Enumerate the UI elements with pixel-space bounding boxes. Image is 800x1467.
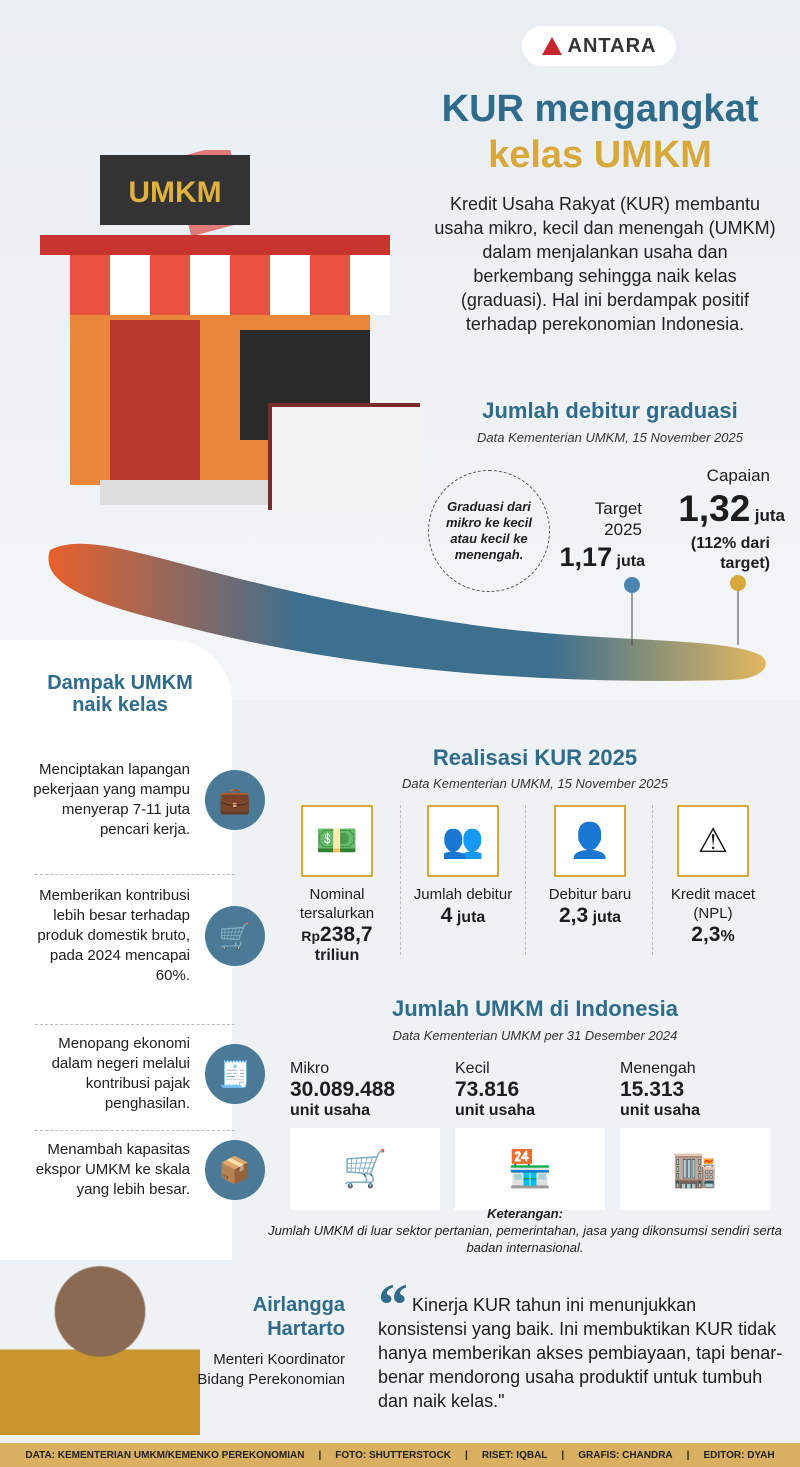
speaker-photo: [0, 1245, 200, 1435]
speaker-role: Menteri Koordinator Bidang Perekonomian: [197, 1351, 345, 1388]
credit-editor: EDITOR: DYAH: [703, 1449, 775, 1461]
antara-logo-mark-icon: [541, 37, 562, 55]
divider: [35, 874, 235, 875]
umkm-unit: unit usaha: [620, 1102, 701, 1119]
warning-chart-icon: ⚠: [677, 805, 749, 877]
intro-text: Kredit Usaha Rakyat (KUR) membantu usaha…: [434, 194, 776, 334]
briefcase-icon: 💼: [205, 770, 265, 830]
impact-item: Menopang ekonomi dalam negeri melalui ko…: [20, 1034, 265, 1114]
kur-value: Rp238,7 triliun: [301, 923, 373, 964]
umkm-label: Mikro: [290, 1060, 330, 1077]
dampak-panel: [0, 640, 232, 1260]
umkm-label: Menengah: [620, 1060, 696, 1077]
umkm-unit: unit usaha: [455, 1102, 536, 1119]
antara-logo: ANTARA: [522, 26, 676, 66]
kur-source: Data Kementerian UMKM, 15 November 2025: [402, 776, 668, 791]
people-icon: 👥: [427, 805, 499, 877]
graduasi-source: Data Kementerian UMKM, 15 November 2025: [477, 430, 743, 445]
note-title: Keterangan:: [487, 1206, 563, 1221]
note-text: Jumlah UMKM di luar sektor pertanian, pe…: [268, 1223, 782, 1255]
umkm-source: Data Kementerian UMKM per 31 Desember 20…: [392, 1028, 678, 1043]
logo-text: ANTARA: [567, 34, 657, 57]
kur-value: 2,3%: [691, 923, 735, 946]
umkm-value: 30.089.488: [290, 1078, 396, 1101]
shop-icon: 🏬: [620, 1128, 770, 1210]
impact-text: Memberikan kontribusi lebih besar terhad…: [37, 887, 190, 984]
credit-grafis: GRAFIS: CHANDRA: [578, 1449, 673, 1461]
growth-road: [48, 543, 766, 681]
umkm-title: Jumlah UMKM di Indonesia: [391, 996, 679, 1021]
dampak-title: Dampak UMKM naik kelas: [47, 672, 193, 716]
kur-label: Kredit macet (NPL): [670, 886, 756, 922]
target-marker: [624, 577, 640, 593]
store-sign: UMKM: [128, 176, 221, 209]
kur-item-nominal: 💵 Nominal tersalurkan Rp238,7 triliun: [282, 805, 392, 965]
umkm-label: Kecil: [455, 1060, 490, 1077]
kur-title: Realisasi KUR 2025: [432, 745, 638, 770]
kur-item-debitur: 👥 Jumlah debitur 4 juta: [408, 805, 518, 928]
target-value: 1,17 juta: [559, 542, 645, 572]
impact-item: Menciptakan lapangan pekerjaan yang mamp…: [20, 760, 265, 840]
impact-text: Menambah kapasitas ekspor UMKM ke skala …: [35, 1141, 190, 1198]
stall-icon: 🏪: [455, 1128, 605, 1210]
credit-data: DATA: KEMENTERIAN UMKM/KEMENKO PEREKONOM…: [25, 1449, 305, 1461]
capaian-label: Capaian: [706, 466, 770, 485]
receipt-icon: 🧾: [205, 1044, 265, 1104]
impact-item: Menambah kapasitas ekspor UMKM ke skala …: [20, 1140, 265, 1200]
food-cart-icon: 🛒: [290, 1128, 440, 1210]
money-icon: 💵: [301, 805, 373, 877]
kur-value: 2,3 juta: [558, 904, 622, 927]
page-title-line2: kelas UMKM: [488, 134, 712, 176]
kur-item-npl: ⚠ Kredit macet (NPL) 2,3%: [658, 805, 768, 947]
umkm-unit: unit usaha: [290, 1102, 371, 1119]
umkm-kecil: Kecil 73.816 unit usaha 🏪: [455, 1060, 605, 1210]
credit-riset: RISET: IQBAL: [481, 1449, 548, 1461]
box-globe-icon: 📦: [205, 1140, 265, 1200]
kur-item-debitur-baru: 👤 Debitur baru 2,3 juta: [535, 805, 645, 928]
umkm-mikro: Mikro 30.089.488 unit usaha 🛒: [290, 1060, 440, 1210]
divider: [35, 1024, 235, 1025]
impact-item: Memberikan kontribusi lebih besar terhad…: [20, 886, 265, 986]
page-title-line1: KUR mengangkat: [441, 88, 759, 130]
impact-text: Menciptakan lapangan pekerjaan yang mamp…: [33, 761, 190, 838]
target-label: Target 2025: [594, 499, 642, 539]
divider: [35, 1130, 235, 1131]
umkm-menengah: Menengah 15.313 unit usaha 🏬: [620, 1060, 770, 1210]
umkm-value: 73.816: [455, 1078, 520, 1101]
kur-label: Nominal tersalurkan: [299, 886, 375, 922]
graduasi-note: Graduasi dari mikro ke kecil atau kecil …: [428, 470, 550, 592]
quote-text: Kinerja KUR tahun ini menunjukkan konsis…: [378, 1295, 783, 1411]
divider: [400, 805, 401, 955]
umkm-note: Keterangan: Jumlah UMKM di luar sektor pe…: [260, 1205, 790, 1256]
credits-footer: DATA: KEMENTERIAN UMKM/KEMENKO PEREKONOM…: [0, 1443, 800, 1467]
speaker-name: Airlangga Hartarto: [252, 1294, 345, 1340]
capaian-marker: [730, 575, 746, 591]
divider: [652, 805, 653, 955]
credit-foto: FOTO: SHUTTERSTOCK: [335, 1449, 452, 1461]
quote-mark-icon: “: [378, 1272, 408, 1338]
graduasi-title: Jumlah debitur graduasi: [482, 398, 738, 423]
impact-text: Menopang ekonomi dalam negeri melalui ko…: [51, 1035, 190, 1112]
kur-value: 4 juta: [440, 904, 486, 927]
cart-icon: 🛒: [205, 906, 265, 966]
new-user-icon: 👤: [554, 805, 626, 877]
kur-label: Debitur baru: [548, 886, 632, 903]
store-illustration: UMKM: [40, 150, 420, 510]
umkm-value: 15.313: [620, 1078, 685, 1101]
kur-label: Jumlah debitur: [413, 886, 513, 903]
capaian-percent: (112% dari target): [690, 535, 770, 572]
divider: [525, 805, 526, 955]
capaian-value: 1,32 juta: [678, 488, 785, 529]
